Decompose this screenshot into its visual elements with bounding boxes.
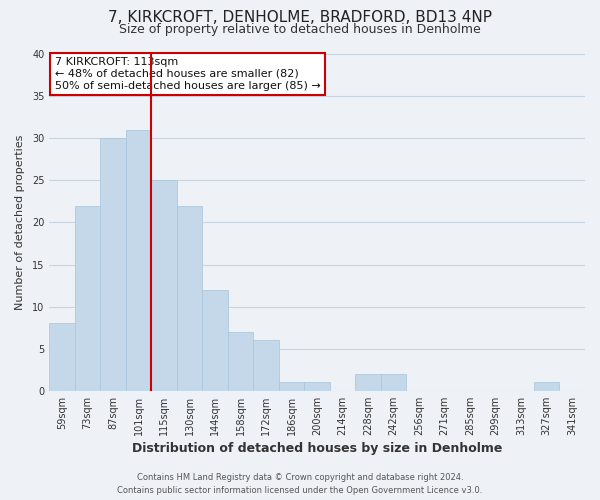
Text: Size of property relative to detached houses in Denholme: Size of property relative to detached ho… (119, 22, 481, 36)
Text: 7, KIRKCROFT, DENHOLME, BRADFORD, BD13 4NP: 7, KIRKCROFT, DENHOLME, BRADFORD, BD13 4… (108, 10, 492, 25)
Bar (49, 324, 75, 391)
Bar (75, 206, 100, 391)
Bar (100, 138, 126, 391)
Bar (202, 290, 228, 391)
Bar (177, 206, 202, 391)
Bar (534, 382, 559, 391)
Bar (304, 382, 330, 391)
Text: Contains HM Land Registry data © Crown copyright and database right 2024.
Contai: Contains HM Land Registry data © Crown c… (118, 473, 482, 495)
X-axis label: Distribution of detached houses by size in Denholme: Distribution of detached houses by size … (132, 442, 502, 455)
Bar (355, 374, 381, 391)
Bar (253, 340, 279, 391)
Text: 7 KIRKCROFT: 113sqm
← 48% of detached houses are smaller (82)
50% of semi-detach: 7 KIRKCROFT: 113sqm ← 48% of detached ho… (55, 58, 320, 90)
Bar (279, 382, 304, 391)
Bar (151, 180, 177, 391)
Bar (228, 332, 253, 391)
Bar (126, 130, 151, 391)
Bar (381, 374, 406, 391)
Y-axis label: Number of detached properties: Number of detached properties (15, 134, 25, 310)
